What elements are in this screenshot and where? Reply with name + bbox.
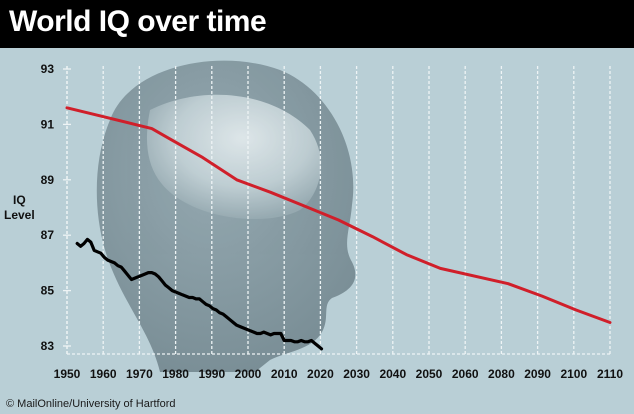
x-tick-label: 2110 [597,367,623,381]
title-bar: World IQ over time [0,0,634,48]
source-credit: © MailOnline/University of Hartford [6,398,176,410]
y-axis-label-line-2: Level [4,208,35,222]
x-tick-label: 2020 [307,367,334,381]
x-tick-label: 2080 [488,367,515,381]
head-silhouette-illustration [96,60,356,373]
y-tick-label: 89 [41,173,55,187]
x-tick-label: 2010 [271,367,298,381]
series-layer [65,106,612,351]
projection-series-line [65,106,612,324]
y-tick-label: 93 [41,62,55,76]
x-tick-label: 1990 [198,367,225,381]
y-axis: 83 85 87 89 91 93 [41,62,71,353]
x-tick-label: 2090 [524,367,551,381]
x-tick-label: 2000 [235,367,262,381]
x-tick-label: 2060 [452,367,479,381]
y-tick-label: 83 [41,339,55,353]
x-tick-label: 2030 [343,367,370,381]
y-axis-label-line-1: IQ [13,193,26,207]
x-tick-label: 1960 [90,367,117,381]
chart-title: World IQ over time [9,5,267,38]
x-tick-label: 2100 [560,367,587,381]
gridlines [66,66,611,355]
y-tick-label: 91 [41,117,55,131]
x-tick-label: 1980 [162,367,189,381]
x-axis: 1950 1960 1970 1980 1990 2000 2010 2020 2030 2040… [54,367,624,381]
x-tick-label: 1950 [54,367,81,381]
y-tick-label: 85 [41,284,55,298]
x-tick-label: 2040 [379,367,406,381]
y-tick-label: 87 [41,228,55,242]
source-credit-text: MailOnline/University of Hartford [17,398,176,410]
x-tick-label: 1970 [126,367,153,381]
measured-series-line [75,237,324,351]
x-tick-label: 2050 [416,367,443,381]
